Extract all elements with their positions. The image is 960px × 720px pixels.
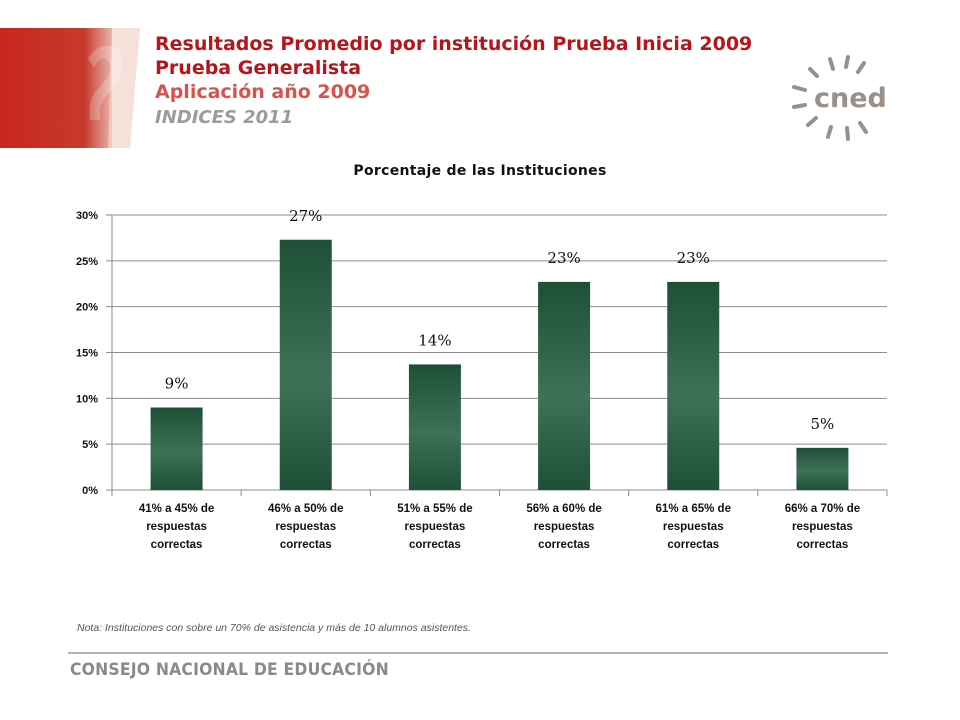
data-label: 5% [811,415,835,433]
y-tick-label: 20% [76,302,98,314]
x-category-label: correctas [667,539,719,551]
x-category-label: 66% a 70% de [785,503,860,515]
x-category-label: respuestas [792,521,853,533]
chart-title: Porcentaje de las Instituciones [353,163,607,179]
page-title: Resultados Promedio por institución Prue… [155,33,753,55]
sunburst-icon [792,55,868,141]
x-category-label: 51% a 55% de [397,503,472,515]
y-tick-label: 0% [82,485,98,497]
application-year: Aplicación año 2009 [155,81,371,103]
y-tick-label: 5% [82,439,98,451]
y-tick-label: 10% [76,393,98,405]
logo-text: cned [814,83,887,114]
x-category-label: 61% a 65% de [656,503,731,515]
decorative-banner [0,28,140,148]
header: Resultados Promedio por institución Prue… [155,32,752,132]
x-category-label: respuestas [275,521,336,533]
bar [408,364,461,490]
data-label: 23% [677,249,710,267]
x-category-label: respuestas [146,521,207,533]
x-category-label: respuestas [534,521,595,533]
x-category-label: correctas [280,539,332,551]
index-year: INDICES 2011 [155,107,294,128]
bar [150,407,203,490]
x-category-label: respuestas [663,521,724,533]
x-category-label: 46% a 50% de [268,503,343,515]
y-tick-label: 25% [76,256,98,268]
bar [279,239,332,490]
y-tick-label: 30% [76,210,98,222]
data-label: 14% [418,331,451,349]
bar [667,281,720,490]
page-subtitle: Prueba Generalista [155,57,362,79]
x-category-label: respuestas [405,521,466,533]
data-label: 27% [289,207,322,225]
bar [538,281,591,490]
x-category-label: correctas [409,539,461,551]
footer-divider [68,652,888,654]
y-tick-label: 15% [76,348,98,360]
x-category-label: correctas [151,539,203,551]
x-category-label: correctas [538,539,590,551]
cned-logo: cned [792,55,887,141]
footnote: Nota: Instituciones con sobre un 70% de … [77,622,471,634]
bar [796,447,849,490]
bar-chart: 0% 5% 10% 15% 20% 25% 30% 9% 41% a 45% de respues… [76,207,888,551]
data-label: 23% [547,249,580,267]
x-category-label: 41% a 45% de [139,503,214,515]
x-category-label: 56% a 60% de [526,503,601,515]
data-label: 9% [165,375,189,393]
x-category-label: correctas [797,539,849,551]
footer-organization: CONSEJO NACIONAL DE EDUCACIÓN [70,660,389,680]
